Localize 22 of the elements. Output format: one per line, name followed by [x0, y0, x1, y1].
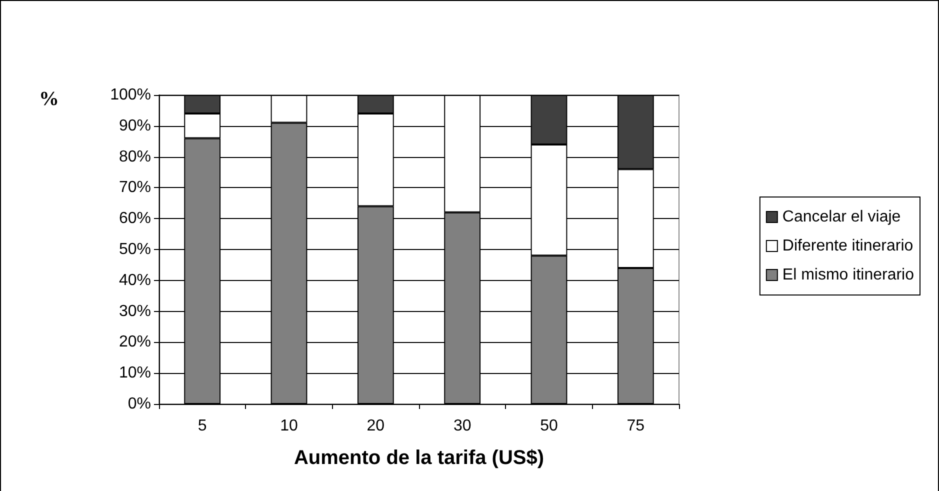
y-tick-label: 70%: [118, 179, 151, 196]
y-tick-label: 0%: [128, 396, 151, 412]
x-tick-label: 30: [453, 418, 472, 434]
y-tick-label: 40%: [118, 272, 151, 289]
x-axis-title: Aumento de la tarifa (US$): [294, 447, 544, 469]
x-tick-label: 75: [626, 418, 645, 434]
legend-label: El mismo itinerario: [782, 266, 914, 284]
y-tick-label: 60%: [118, 210, 151, 228]
y-tick-label: 50%: [118, 241, 151, 258]
x-tick-label: 10: [280, 418, 298, 434]
y-axis-title: %: [39, 88, 59, 110]
y-tick-label: 20%: [118, 334, 151, 351]
y-tick-label: 30%: [118, 302, 151, 320]
y-tick-label: 80%: [118, 148, 151, 166]
x-tick-label: 20: [366, 418, 385, 434]
x-tick-label: 5: [198, 418, 207, 434]
y-tick-label: 90%: [118, 117, 151, 134]
legend-label: Cancelar el viaje: [782, 208, 901, 226]
legend-label: Diferente itinerario: [782, 238, 914, 254]
y-tick-label: 10%: [118, 364, 151, 382]
y-tick-label: 100%: [110, 86, 151, 104]
x-tick-label: 50: [540, 418, 558, 434]
